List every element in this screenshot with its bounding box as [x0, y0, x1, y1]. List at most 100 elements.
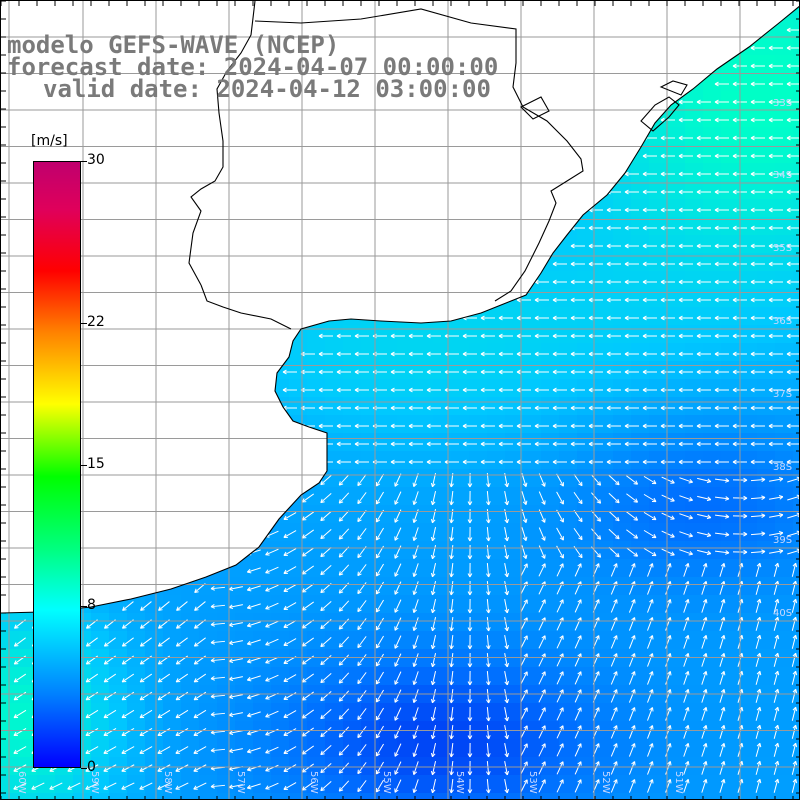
wind-speed-cell	[703, 217, 722, 236]
wind-arrow	[696, 405, 711, 411]
wind-arrow	[357, 510, 367, 523]
wind-speed-cell	[325, 703, 344, 722]
wind-speed-cell	[667, 163, 686, 182]
wind-speed-cell	[397, 469, 416, 488]
wind-arrow	[282, 369, 297, 375]
wind-speed-cell	[559, 271, 578, 290]
wind-arrow	[714, 99, 729, 105]
wind-speed-cell	[577, 793, 596, 799]
wind-speed-cell	[739, 541, 758, 560]
wind-arrow	[786, 99, 799, 105]
wind-speed-cell	[793, 703, 799, 722]
wind-speed-cell	[127, 703, 146, 722]
wind-speed-cell	[541, 667, 560, 686]
wind-speed-cell	[325, 379, 344, 398]
wind-arrow	[318, 423, 333, 429]
wind-speed-cell	[541, 703, 560, 722]
wind-speed-cell	[793, 253, 799, 272]
wind-arrow	[534, 387, 549, 393]
wind-speed-cell	[487, 343, 506, 362]
wind-arrow	[643, 529, 657, 539]
wind-arrow	[426, 387, 441, 393]
wind-arrow	[696, 207, 711, 213]
wind-speed-cell	[775, 163, 794, 182]
wind-arrow	[375, 473, 384, 487]
wind-speed-cell	[469, 325, 488, 344]
wind-speed-cell	[775, 253, 794, 272]
wind-speed-cell	[757, 199, 776, 218]
wind-speed-cell	[541, 775, 560, 794]
wind-speed-cell	[397, 703, 416, 722]
wind-arrow	[750, 153, 765, 159]
wind-speed-cell	[487, 397, 506, 416]
wind-speed-cell	[793, 793, 799, 799]
wind-speed-cell	[739, 451, 758, 470]
wind-speed-cell	[415, 505, 434, 524]
wind-speed-cell	[343, 541, 362, 560]
wind-speed-cell	[595, 775, 614, 794]
wind-speed-cell	[505, 379, 524, 398]
wind-speed-cell	[559, 667, 578, 686]
wind-speed-cell	[577, 361, 596, 380]
wind-speed-cell	[487, 577, 506, 596]
wind-speed-cell	[793, 217, 799, 236]
wind-speed-cell	[109, 703, 128, 722]
wind-speed-cell	[361, 451, 380, 470]
wind-arrow	[588, 405, 603, 411]
wind-arrow	[588, 225, 603, 231]
wind-speed-cell	[523, 613, 542, 632]
wind-speed-cell	[541, 469, 560, 488]
wind-speed-cell	[217, 703, 236, 722]
wind-arrow	[660, 279, 675, 285]
wind-arrow	[480, 441, 495, 447]
wind-arrow	[480, 315, 495, 321]
wind-speed-cell	[307, 379, 326, 398]
wind-arrow	[556, 527, 564, 541]
wind-speed-cell	[595, 577, 614, 596]
wind-speed-cell	[739, 325, 758, 344]
wind-arrow	[786, 459, 799, 465]
wind-arrow	[714, 478, 730, 483]
wind-speed-cell	[739, 55, 758, 74]
wind-speed-cell	[685, 775, 704, 794]
wind-speed-cell	[523, 397, 542, 416]
wind-arrow	[336, 459, 351, 465]
wind-speed-cell	[325, 469, 344, 488]
wind-speed-cell	[703, 523, 722, 542]
wind-speed-cell	[613, 217, 632, 236]
wind-arrow	[786, 153, 799, 159]
wind-speed-cell	[667, 307, 686, 326]
wind-speed-cell	[739, 613, 758, 632]
wind-arrow	[606, 441, 621, 447]
colorbar-unit: [m/s]	[31, 133, 68, 149]
wind-arrow	[642, 207, 657, 213]
wind-speed-cell	[739, 379, 758, 398]
wind-speed-cell	[739, 631, 758, 650]
wind-arrow	[642, 243, 657, 249]
wind-arrow	[283, 530, 297, 538]
wind-speed-cell	[757, 55, 776, 74]
wind-speed-cell	[793, 649, 799, 668]
wind-arrow	[408, 459, 423, 465]
wind-speed-cell	[793, 235, 799, 254]
wind-arrow	[504, 491, 510, 506]
wind-speed-cell	[145, 703, 164, 722]
wind-speed-cell	[703, 541, 722, 560]
wind-speed-cell	[793, 73, 799, 92]
wind-speed-cell	[757, 667, 776, 686]
wind-speed-cell	[433, 397, 452, 416]
wind-arrow	[678, 117, 693, 123]
wind-arrow	[354, 441, 369, 447]
wind-speed-cell	[163, 703, 182, 722]
wind-speed-cell	[469, 595, 488, 614]
wind-speed-cell	[577, 343, 596, 362]
wind-arrow	[480, 423, 495, 429]
wind-speed-cell	[775, 775, 794, 794]
wind-speed-cell	[739, 181, 758, 200]
wind-speed-cell	[415, 613, 434, 632]
wind-speed-cell	[667, 289, 686, 308]
wind-speed-cell	[73, 793, 92, 799]
wind-speed-cell	[739, 253, 758, 272]
wind-speed-cell	[631, 433, 650, 452]
wind-arrow	[626, 529, 639, 539]
